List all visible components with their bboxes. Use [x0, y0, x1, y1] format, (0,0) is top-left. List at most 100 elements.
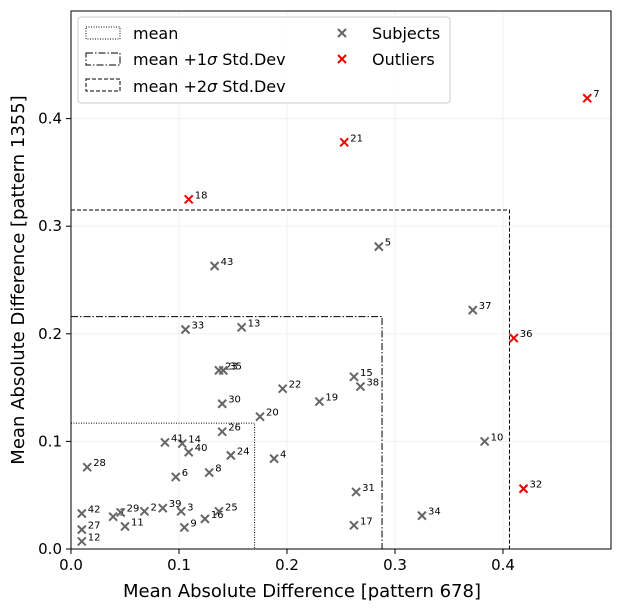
subject-marker: [171, 472, 181, 482]
legend: mean mean +1σ Std.Dev mean +2σ Std.Dev S…: [77, 16, 451, 104]
subject-marker: [349, 520, 359, 531]
subject-marker: [177, 438, 187, 449]
subject-point-label: 13: [248, 318, 261, 329]
subject-point-label: 16: [211, 510, 224, 521]
subject-point-10: 10: [479, 432, 504, 447]
subject-point-label: 38: [366, 378, 379, 389]
subject-marker: [158, 503, 168, 513]
subject-point-label: 33: [191, 320, 204, 331]
legend-subjects-label: Subjects: [372, 24, 440, 43]
subject-point-15: 15: [349, 368, 373, 382]
threshold-dashdot: [71, 316, 383, 549]
subject-point-24: 24: [226, 446, 250, 461]
outlier-point-label: 18: [195, 190, 208, 201]
legend-std2-swatch: [85, 78, 121, 92]
subject-marker: [77, 508, 87, 519]
x-tick-label: 0.2: [275, 556, 299, 574]
subject-point-8: 8: [204, 464, 222, 478]
subject-marker: [82, 462, 92, 472]
outlier-point-32: 32: [518, 480, 543, 494]
subject-point-label: 25: [225, 502, 238, 513]
legend-frame: [77, 16, 451, 104]
subject-marker: [351, 487, 361, 497]
subject-point-label: 35: [229, 361, 242, 372]
subject-marker: [374, 241, 384, 252]
subject-point-label: 20: [266, 408, 279, 419]
y-tick-label: 0.0: [38, 540, 62, 558]
subject-point-20: 20: [255, 408, 279, 422]
subject-point-14: 14: [177, 435, 201, 449]
subject-marker: [120, 521, 130, 532]
legend-mean-swatch: [85, 26, 121, 40]
subject-point-28: 28: [82, 458, 106, 472]
outlier-point-label: 32: [530, 480, 543, 491]
subject-point-37: 37: [468, 301, 491, 315]
data-points: 1234568910111213141516171920222324252627…: [77, 89, 600, 547]
subject-point-label: 2: [150, 502, 156, 513]
subject-point-5: 5: [374, 238, 391, 252]
subject-point-26: 26: [217, 423, 241, 437]
legend-outliers-marker: [337, 54, 347, 64]
subject-point-4: 4: [269, 450, 286, 464]
subject-point-label: 29: [127, 503, 140, 514]
outlier-marker: [184, 194, 194, 205]
subject-marker: [176, 506, 186, 517]
subject-marker: [179, 522, 190, 533]
subject-point-label: 14: [188, 435, 201, 446]
subject-marker: [417, 510, 427, 521]
y-tick-label: 0.4: [38, 110, 62, 128]
subject-marker: [200, 514, 210, 524]
threshold-dashed: [71, 209, 510, 549]
subject-point-label: 39: [169, 499, 182, 510]
subject-point-label: 3: [187, 502, 193, 513]
subject-marker: [218, 365, 228, 376]
subject-marker: [479, 436, 490, 447]
subject-point-label: 31: [362, 483, 375, 494]
subject-point-40: 40: [184, 443, 207, 457]
subject-marker: [77, 524, 87, 535]
subject-marker: [77, 536, 87, 547]
subject-marker: [214, 506, 224, 517]
subject-marker: [236, 322, 247, 333]
subject-marker: [349, 372, 359, 382]
subject-marker: [355, 381, 366, 392]
subject-point-31: 31: [351, 483, 375, 497]
subject-point-label: 41: [171, 433, 184, 444]
subject-point-label: 28: [93, 458, 106, 469]
subject-point-label: 42: [88, 504, 101, 515]
x-tick-label: 0.3: [383, 556, 407, 574]
threshold-dotted: [71, 422, 256, 549]
subject-point-35: 35: [218, 361, 242, 376]
outlier-point-7: 7: [582, 89, 600, 103]
threshold-boxes: [71, 209, 510, 549]
subject-marker: [277, 383, 288, 394]
legend-outliers-label: Outliers: [372, 50, 435, 69]
subject-marker: [108, 512, 118, 522]
subject-marker: [115, 507, 126, 518]
subject-point-label: 6: [182, 468, 188, 479]
subject-marker: [217, 427, 227, 437]
subject-point-3: 3: [176, 502, 194, 517]
subject-marker: [209, 261, 220, 271]
subject-marker: [314, 396, 325, 407]
outlier-point-label: 21: [350, 133, 363, 144]
y-tick-label: 0.3: [38, 217, 62, 235]
subject-point-label: 5: [385, 238, 391, 249]
outlier-point-18: 18: [184, 190, 208, 205]
y-axis-label: Mean Absolute Difference [pattern 1355]: [8, 95, 29, 464]
y-tick-label: 0.1: [38, 432, 62, 450]
subject-marker: [139, 506, 150, 517]
subject-point-33: 33: [180, 320, 204, 335]
subject-point-30: 30: [217, 395, 241, 409]
subject-point-label: 8: [215, 464, 221, 475]
x-tick-label: 0.1: [167, 556, 191, 574]
subject-point-label: 17: [360, 516, 373, 527]
subject-point-label: 10: [491, 432, 504, 443]
subject-point-38: 38: [355, 378, 379, 392]
legend-mean-label: mean: [133, 24, 178, 43]
subject-point-42: 42: [77, 504, 101, 519]
subject-point-2: 2: [139, 502, 157, 517]
subject-point-29: 29: [115, 503, 140, 518]
subject-point-label: 22: [289, 380, 302, 391]
